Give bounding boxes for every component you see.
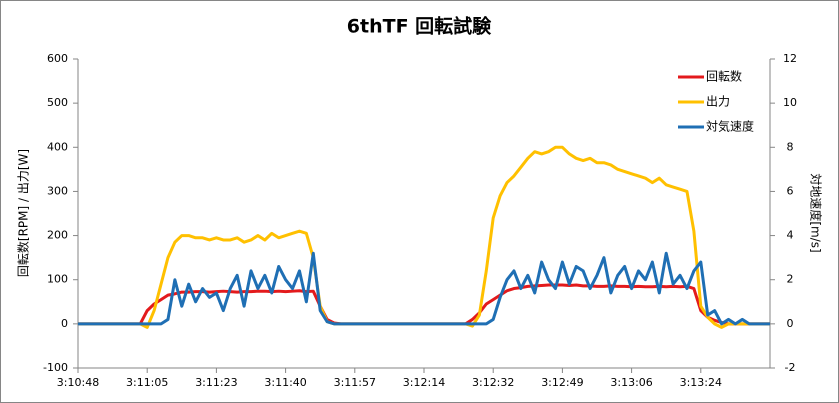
y-tick-label: 0 bbox=[61, 317, 68, 330]
x-tick-label: 3:11:05 bbox=[126, 376, 168, 389]
y2-tick-label: 4 bbox=[787, 229, 794, 242]
y2-tick-label: 10 bbox=[783, 96, 797, 109]
y2-tick-label: 12 bbox=[783, 52, 797, 65]
x-tick-label: 3:10:48 bbox=[57, 376, 99, 389]
x-tick-label: 3:12:49 bbox=[541, 376, 583, 389]
y2-tick-label: 6 bbox=[787, 184, 794, 197]
legend-label: 出力 bbox=[706, 95, 730, 109]
y2-axis-label: 対地速度[m/s] bbox=[809, 173, 824, 252]
y-tick-label: 600 bbox=[47, 52, 68, 65]
x-tick-label: 3:11:23 bbox=[195, 376, 237, 389]
series-line bbox=[78, 251, 770, 326]
x-tick-label: 3:12:32 bbox=[472, 376, 514, 389]
y2-tick-label: 8 bbox=[787, 140, 794, 153]
y-axis-label: 回転数[RPM] / 出力[W] bbox=[16, 149, 31, 277]
y-tick-label: 200 bbox=[47, 229, 68, 242]
chart-title: 6thTF 回転試験 bbox=[347, 15, 492, 38]
x-tick-label: 3:12:14 bbox=[403, 376, 445, 389]
y-tick-label: 300 bbox=[47, 184, 68, 197]
y2-tick-label: 2 bbox=[787, 273, 794, 286]
legend-label: 対気速度 bbox=[706, 119, 754, 134]
y-tick-label: 500 bbox=[47, 96, 68, 109]
y-tick-label: 400 bbox=[47, 140, 68, 153]
y2-tick-label: 0 bbox=[787, 317, 794, 330]
x-tick-label: 3:11:40 bbox=[264, 376, 306, 389]
y-tick-label: 100 bbox=[47, 273, 68, 286]
y-tick-label: -100 bbox=[43, 361, 68, 374]
legend-label: 回転数 bbox=[706, 69, 742, 84]
x-tick-label: 3:13:06 bbox=[610, 376, 652, 389]
x-tick-label: 3:11:57 bbox=[334, 376, 376, 389]
x-tick-label: 3:13:24 bbox=[680, 376, 722, 389]
y2-tick-label: -2 bbox=[785, 361, 796, 374]
